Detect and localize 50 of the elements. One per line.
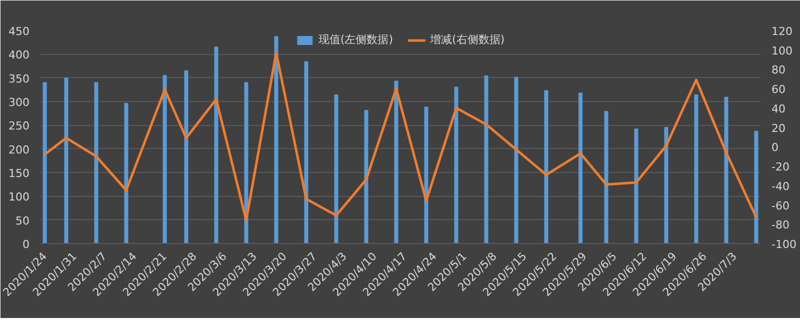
bar (424, 106, 428, 244)
y2-tick-label: -60 (772, 199, 790, 212)
y-tick-label: 450 (8, 25, 30, 38)
bar (214, 46, 218, 244)
bar (162, 74, 167, 244)
y2-tick-label: -20 (772, 160, 790, 174)
bar (334, 94, 338, 244)
bar (364, 110, 368, 244)
line-series (44, 52, 758, 222)
legend-label: 现值(左侧数据) (318, 32, 393, 47)
bar (94, 82, 98, 244)
bar (184, 70, 188, 244)
bar (274, 36, 278, 244)
y-tick-label: 100 (8, 190, 30, 204)
y-tick-label: 400 (8, 48, 30, 62)
bar (724, 96, 728, 244)
bar (304, 61, 308, 244)
y2-tick-label: 60 (772, 83, 786, 96)
bar (64, 78, 68, 244)
bar (694, 94, 698, 244)
y2-tick-label: 20 (772, 122, 786, 135)
y-tick-label: 0 (22, 238, 30, 251)
y2-tick-label: 80 (772, 64, 786, 77)
y2-tick-label: -100 (772, 238, 796, 251)
bar (664, 127, 668, 244)
y2-tick-label: 120 (772, 25, 792, 38)
bar (514, 76, 518, 244)
y-tick-label: 250 (8, 120, 30, 133)
y-tick-label: 150 (8, 167, 30, 180)
y-tick-label: 300 (8, 96, 30, 109)
y2-tick-label: 100 (772, 44, 792, 58)
bar (484, 75, 488, 244)
bar (578, 92, 582, 244)
bar (544, 90, 548, 244)
bar (634, 128, 638, 244)
bar (42, 82, 47, 244)
y-tick-label: 200 (8, 143, 30, 156)
legend-label: 增减(右侧数据) (430, 32, 505, 47)
y-tick-label: 50 (16, 214, 30, 228)
y2-tick-label: 0 (772, 141, 778, 154)
y2-tick-label: 40 (772, 102, 786, 116)
bar (394, 80, 398, 244)
bar (604, 110, 608, 244)
bar (454, 86, 458, 244)
y2-tick-label: -40 (772, 180, 790, 193)
bar (754, 130, 758, 244)
y-tick-label: 350 (8, 72, 30, 86)
bar (124, 102, 128, 244)
bar (244, 82, 248, 244)
y2-tick-label: -80 (772, 218, 790, 232)
